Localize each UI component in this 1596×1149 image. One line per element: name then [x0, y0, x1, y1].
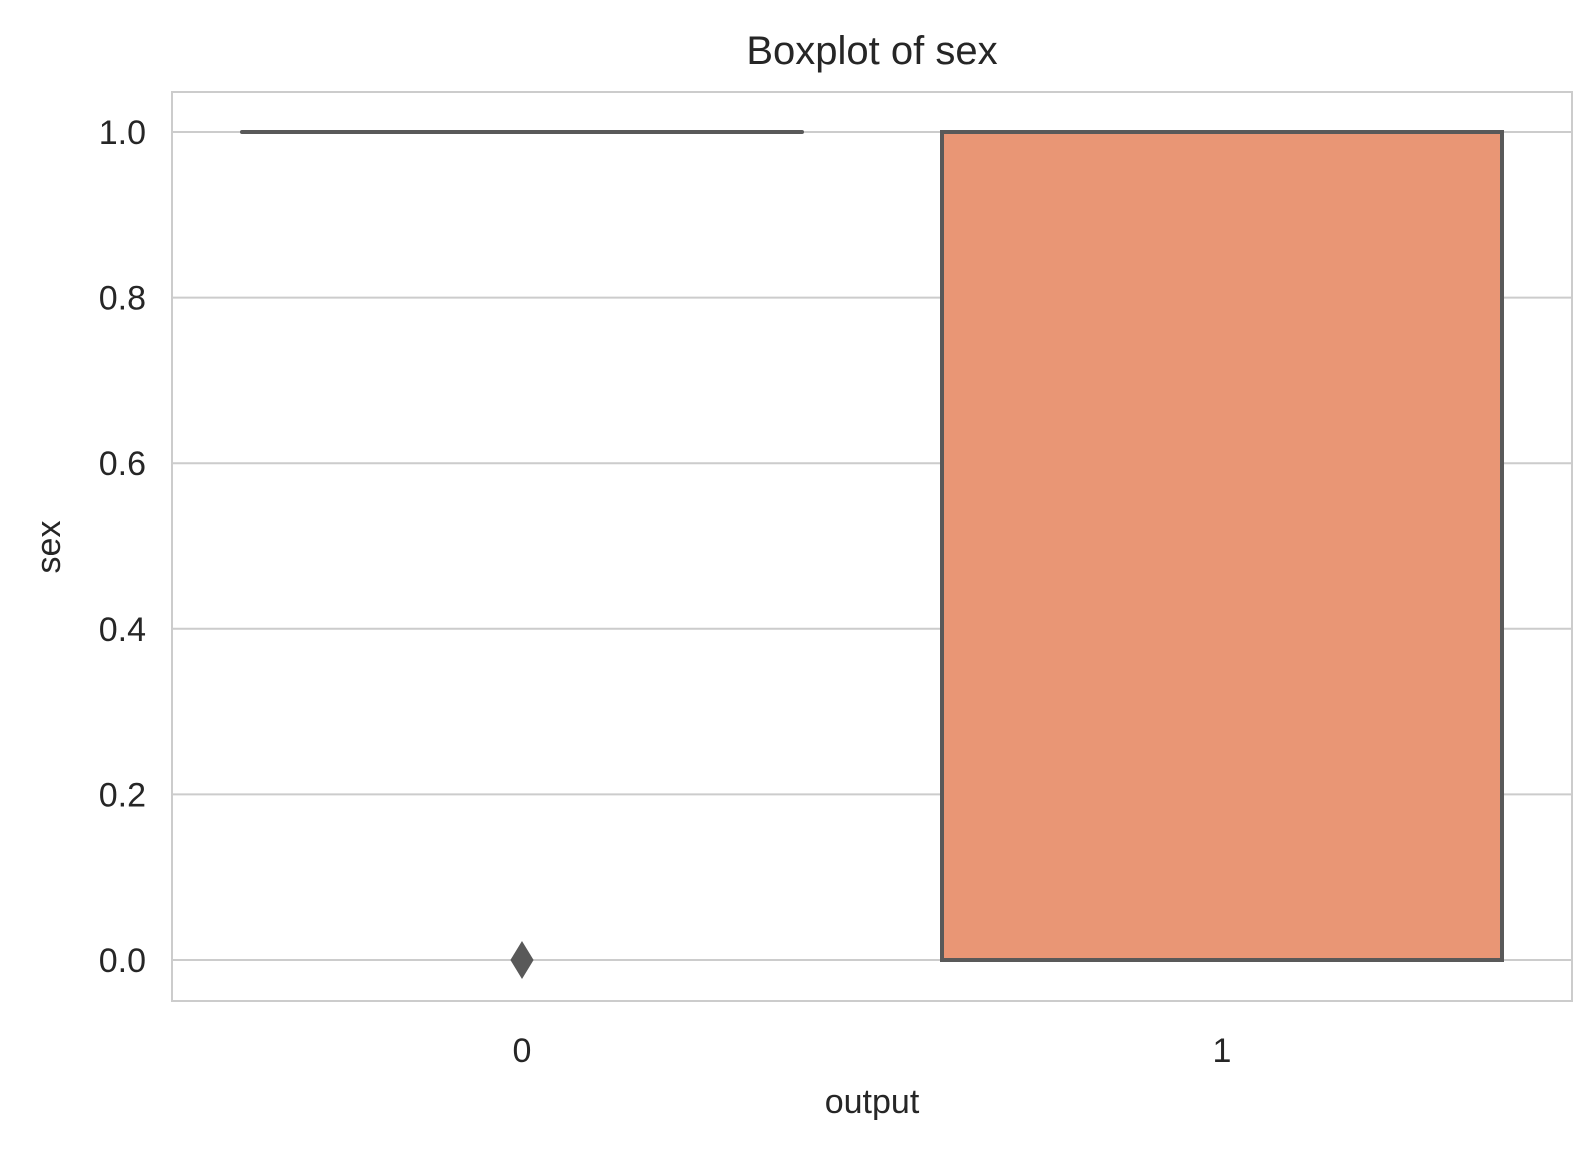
y-tick-label-5: 1.0	[99, 114, 146, 152]
box-group-0	[240, 130, 804, 979]
x-tick-label-1: 1	[1213, 1032, 1232, 1070]
y-tick-label-3: 0.6	[99, 445, 146, 483]
x-tick-label-0: 0	[513, 1032, 532, 1070]
box-group-1	[940, 130, 1504, 962]
y-tick-label-2: 0.4	[99, 611, 146, 649]
y-tick-label-1: 0.2	[99, 776, 146, 814]
y-tick-label-4: 0.8	[99, 280, 146, 318]
y-tick-labels: 0.0 0.2 0.4 0.6 0.8 1.0	[99, 114, 146, 980]
x-axis-label: output	[825, 1083, 920, 1121]
chart-title: Boxplot of sex	[746, 29, 997, 73]
y-tick-label-0: 0.0	[99, 942, 146, 980]
plot-frame	[171, 91, 1573, 1002]
y-axis-label: sex	[30, 521, 68, 574]
box-1	[940, 130, 1504, 962]
outlier-0-0	[510, 941, 534, 979]
boxes	[240, 130, 1504, 979]
